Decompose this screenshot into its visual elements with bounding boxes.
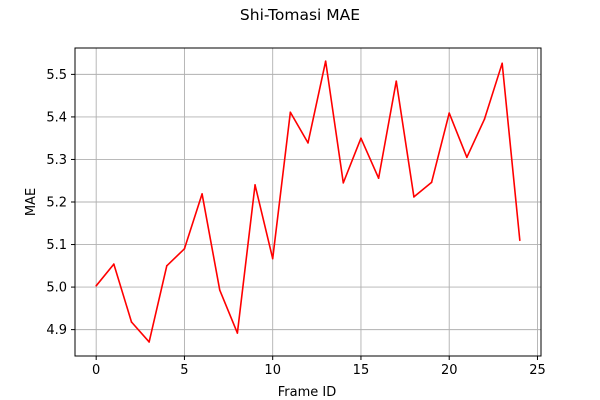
y-axis-ticks: 4.9 5.0 5.1 5.2 5.3 5.4 5.5 [46,68,75,338]
data-point-7 [218,289,221,291]
data-point-13 [324,60,327,62]
data-point-15 [360,137,362,139]
x-tick-label-20: 20 [441,363,458,378]
data-point-6 [201,193,203,195]
data-point-24 [519,239,521,242]
y-tick-label-4.9: 4.9 [46,323,67,338]
y-tick-label-5.0: 5.0 [46,281,67,296]
data-point-16 [377,177,380,179]
y-axis-label: MAE [24,188,39,216]
data-point-17 [395,80,398,82]
x-tick-label-25: 25 [529,363,546,378]
data-point-8 [236,332,239,334]
data-point-19 [430,181,433,184]
grid [75,48,541,356]
y-tick-label-5.5: 5.5 [46,68,67,83]
data-point-23 [501,62,503,65]
data-point-21 [466,156,468,159]
series-layer [95,60,521,343]
data-point-22 [483,118,486,120]
data-point-2 [130,321,133,323]
data-point-3 [148,341,150,343]
y-tick-label-5.4: 5.4 [46,110,67,125]
chart-title: Shi-Tomasi MAE [240,6,360,24]
x-axis-ticks: 0 5 10 15 20 25 [92,356,546,378]
x-tick-label-15: 15 [353,363,370,378]
data-point-4 [165,265,168,267]
data-point-14 [342,182,345,184]
data-point-1 [113,263,115,265]
data-point-20 [448,112,451,114]
x-tick-label-5: 5 [180,363,188,378]
x-tick-label-10: 10 [264,363,281,378]
data-point-18 [413,196,415,198]
data-point-0 [95,285,97,287]
y-tick-label-5.1: 5.1 [46,238,67,253]
y-tick-label-5.3: 5.3 [46,153,67,168]
data-point-10 [271,257,274,260]
data-point-12 [307,142,309,144]
data-point-5 [183,247,186,250]
x-tick-label-0: 0 [92,363,100,378]
data-point-9 [254,184,256,186]
y-tick-label-5.2: 5.2 [46,196,67,211]
data-point-11 [289,111,292,114]
x-axis-label: Frame ID [278,385,336,400]
